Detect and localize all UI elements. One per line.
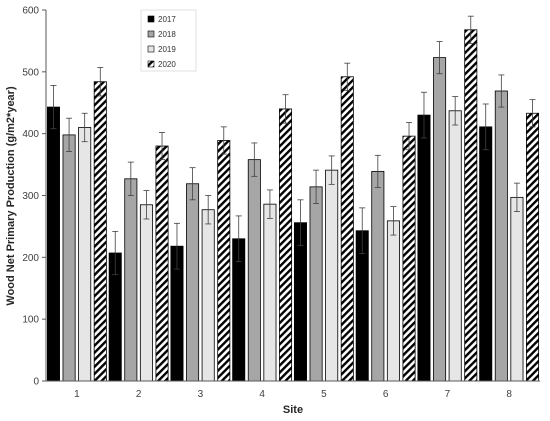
bar [217,140,231,382]
x-tick-label: 2 [136,389,142,400]
x-tick-label: 7 [445,389,451,400]
bar [464,29,478,382]
legend-label: 2019 [158,45,176,54]
bar [433,57,447,382]
bar [494,90,508,382]
bar [139,204,153,382]
bar [371,170,385,382]
legend-swatch [147,30,155,38]
legend: 2017 2018 2019 2020 [140,9,197,72]
bar [155,145,169,382]
bar [526,112,540,382]
bar [93,81,107,382]
legend-label: 2020 [158,60,176,69]
bar [386,220,400,382]
legend-label: 2018 [158,30,176,39]
bar [263,203,277,382]
x-tick-label: 8 [506,389,512,400]
y-tick-label: 200 [22,253,39,264]
bar [309,186,323,382]
y-tick-label: 300 [22,191,39,202]
y-tick-label: 500 [22,67,39,78]
x-tick-label: 3 [198,389,204,400]
legend-label: 2017 [158,15,176,24]
y-tick-label: 600 [22,6,39,17]
bar [186,183,200,382]
bar [510,196,524,382]
bar [62,134,76,382]
x-tick-label: 4 [259,389,265,400]
x-axis-title: Site [283,404,303,416]
bar [247,159,261,382]
y-tick-label: 100 [22,315,39,326]
bar [293,222,307,382]
bar [402,135,416,382]
legend-swatch [147,60,155,68]
bar [46,106,60,382]
x-tick-label: 5 [321,389,327,400]
bar [448,110,462,382]
legend-swatch [147,45,155,53]
y-axis-title: Wood Net Primary Production (g/m2*year) [5,86,17,306]
bar [124,178,138,382]
x-tick-label: 6 [383,389,389,400]
legend-swatch [147,15,155,23]
bar [340,76,354,382]
bar [78,127,92,382]
bar [479,126,493,382]
y-tick-label: 0 [33,377,39,388]
bar [325,169,339,382]
bar [201,209,215,382]
x-tick-label: 1 [74,389,80,400]
y-tick-label: 400 [22,129,39,140]
bar [417,114,431,382]
bar [279,108,293,382]
